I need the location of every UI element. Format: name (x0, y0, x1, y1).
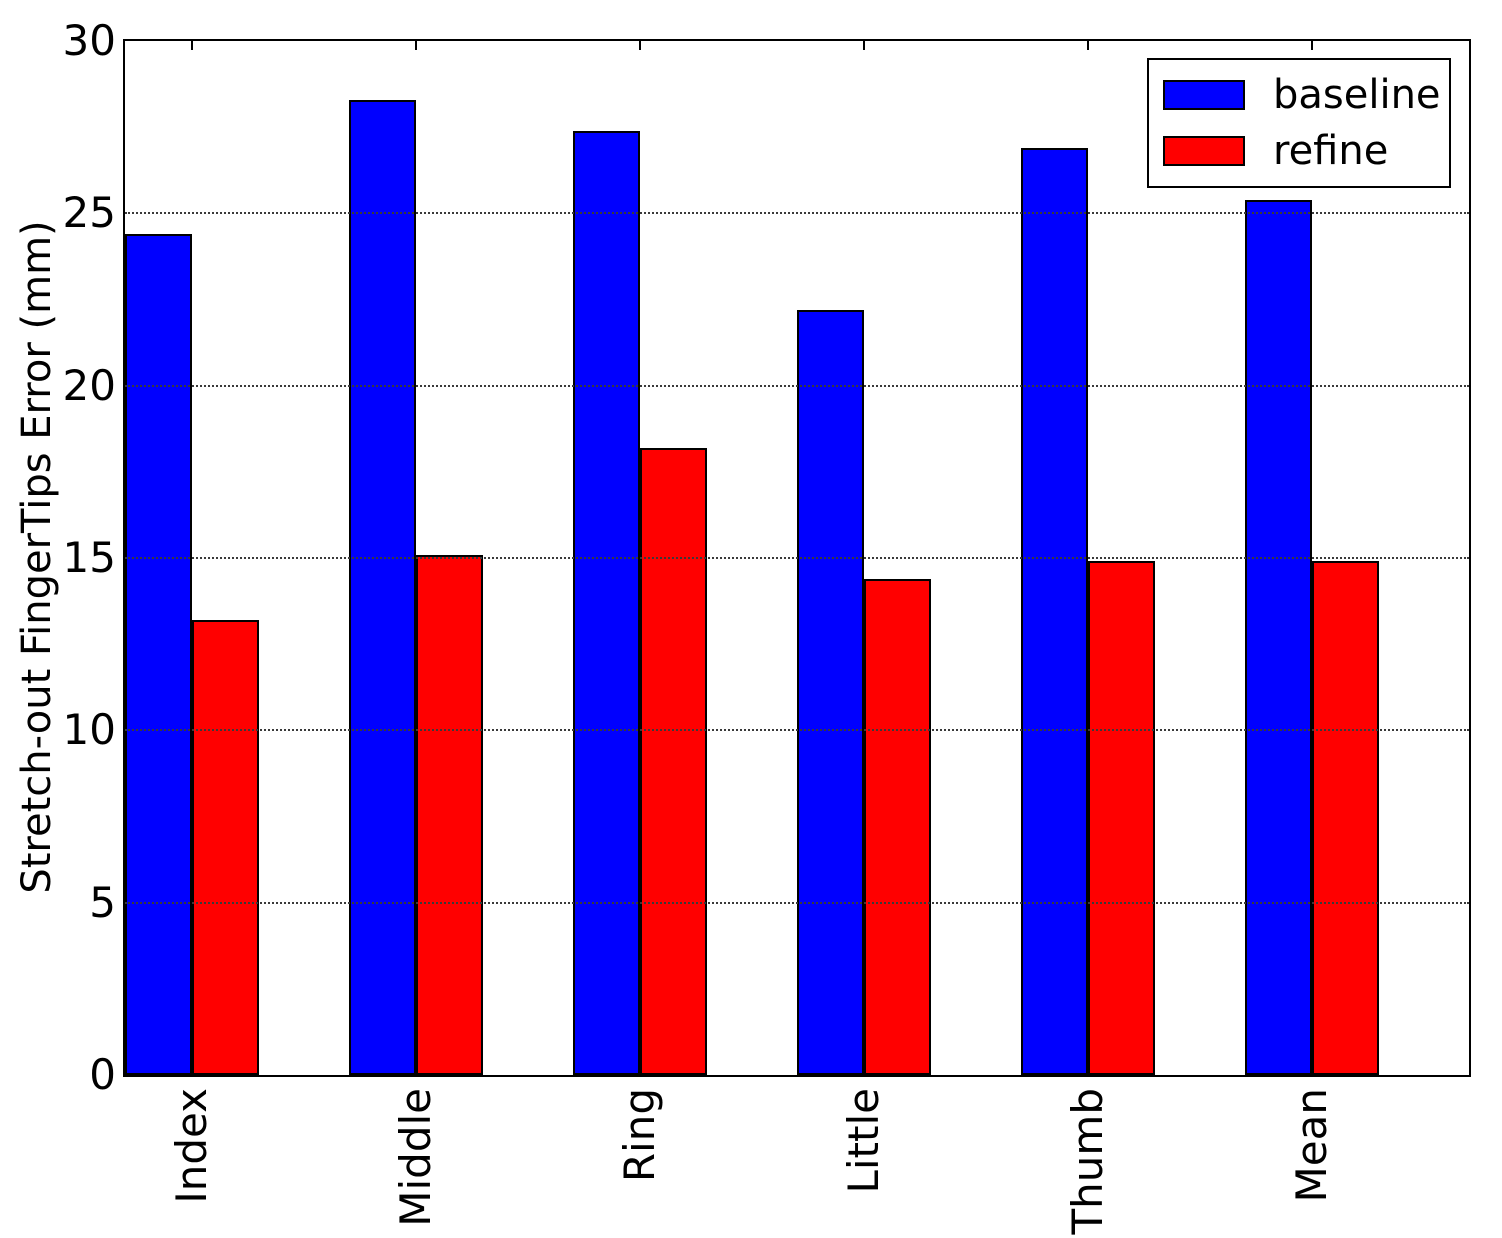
plot-area: baseline refine (123, 39, 1471, 1077)
top-axis-tick (191, 41, 194, 50)
y-tick-label-25: 25 (62, 188, 116, 238)
bar-refine-thumb (1088, 561, 1156, 1075)
legend-item-baseline: baseline (1149, 73, 1449, 117)
bar-refine-index (192, 620, 260, 1075)
x-tick-label-index: Index (167, 1088, 217, 1204)
y-tick-label-15: 15 (62, 533, 116, 582)
bar-refine-mean (1312, 561, 1380, 1075)
top-axis-tick (1311, 41, 1314, 50)
x-tick-label-ring: Ring (615, 1088, 665, 1183)
bar-baseline-little (797, 309, 865, 1075)
bar-baseline-index (125, 234, 193, 1075)
legend-label-refine: refine (1273, 128, 1389, 175)
legend-swatch-refine (1163, 136, 1245, 167)
bar-baseline-thumb (1021, 147, 1089, 1075)
y-tick-label-5: 5 (89, 877, 116, 927)
top-axis-tick (863, 41, 866, 50)
gridline-y5 (125, 901, 1469, 904)
legend-swatch-baseline (1163, 79, 1245, 110)
bar-refine-little (864, 578, 932, 1075)
gridline-y15 (125, 557, 1469, 559)
legend: baseline refine (1147, 58, 1451, 188)
gridline-y20 (125, 384, 1469, 387)
y-tick-label-10: 10 (62, 705, 116, 755)
y-tick-label-0: 0 (89, 1050, 116, 1099)
legend-label-baseline: baseline (1273, 71, 1441, 118)
top-axis-tick (639, 41, 642, 50)
x-tick-label-middle: Middle (391, 1088, 441, 1227)
bar-baseline-ring (573, 130, 641, 1075)
bar-refine-ring (640, 447, 708, 1075)
y-tick-label-30: 30 (62, 16, 116, 65)
x-tick-label-little: Little (839, 1088, 889, 1194)
x-tick-label-mean: Mean (1287, 1088, 1337, 1203)
legend-item-refine: refine (1149, 129, 1449, 173)
top-axis-tick (415, 41, 418, 50)
bar-baseline-middle (349, 99, 417, 1075)
bar-baseline-mean (1245, 199, 1313, 1075)
top-axis-tick (1087, 41, 1090, 50)
gridline-y10 (125, 729, 1469, 732)
x-tick-label-thumb: Thumb (1063, 1088, 1113, 1235)
gridline-y25 (125, 212, 1469, 215)
y-tick-label-20: 20 (62, 360, 116, 410)
bar-refine-middle (416, 554, 484, 1075)
